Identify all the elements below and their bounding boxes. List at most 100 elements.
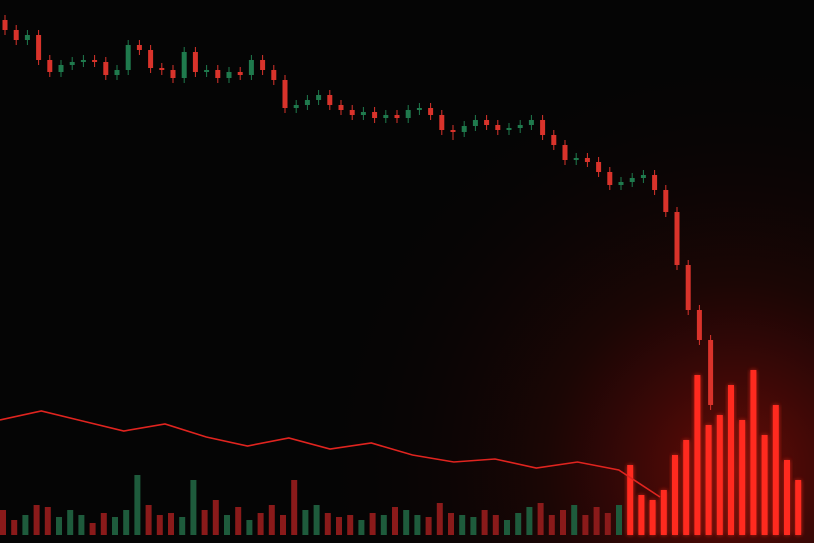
volume-bar [571,505,578,535]
candle-body [573,158,579,160]
candle-body [148,50,154,68]
volume-bar [336,517,342,535]
volume-bar [358,520,365,535]
volume-bar [470,517,477,535]
candle-body [607,172,613,185]
volume-bar [212,500,219,535]
candle-body [13,30,19,40]
candle-body [58,65,64,72]
candle-body [92,60,98,62]
candle-body [517,125,523,128]
volume-bar [694,375,701,535]
volume-bar [369,513,376,535]
volume-bar [22,515,29,535]
candle-body [226,72,232,78]
candle-body [237,72,243,75]
volume-bar [459,515,466,535]
candle-body [192,52,198,72]
volume-bar [190,480,197,535]
candle-body [125,45,131,70]
candle-body [293,105,299,108]
candle-body [439,115,445,130]
candle-body [674,212,680,265]
volume-bar [78,515,85,535]
volume-bar [436,503,443,535]
volume-bar [739,420,746,535]
candle-body [69,62,75,65]
candle-body [708,340,714,405]
volume-bar [750,370,757,535]
volume-bar [616,505,622,535]
volume-bar [280,515,286,535]
volume-bar [380,515,387,535]
volume-bar [593,507,600,535]
volume-bar [33,505,40,535]
candle-body [540,120,546,135]
candle-body [562,145,568,160]
volume-bar [515,513,522,535]
volume-bar [0,510,6,535]
candle-body [136,45,142,50]
volume-bar [89,523,96,535]
candle-body [405,110,411,118]
candle-body [103,62,109,75]
candle-body [596,162,602,172]
volume-bar [123,510,130,535]
candle-body [215,70,221,78]
candle-body [327,95,333,105]
candle-body [36,35,42,60]
candle-body [204,70,210,72]
volume-bar [56,517,62,535]
candle-body [663,190,669,212]
volume-bar [134,475,141,535]
candle-body [450,130,456,132]
volume-bar [313,505,320,535]
volume-bar [683,440,690,535]
volume-bar [302,510,309,535]
volume-bar [291,480,298,535]
volume-bar [548,515,555,535]
volume-bar [582,515,589,535]
volume-bar [705,425,712,535]
candle-body [248,60,254,75]
candle-body [472,120,478,126]
volume-bar [347,515,354,535]
candle-body [640,175,646,178]
candle-body [551,135,557,145]
volume-bar [504,520,510,535]
volume-bar [795,480,802,535]
volume-bar [392,507,398,535]
volume-bar [257,513,264,535]
candle-body [349,110,355,115]
candle-body [685,265,691,310]
volume-bar [638,495,645,535]
candle-body [506,128,512,130]
volume-bar [604,513,611,535]
candle-body [383,115,389,118]
volume-bar [324,513,331,535]
volume-bar [201,510,208,535]
candle-body [114,70,120,75]
volume-bar [268,505,275,535]
candle-body [528,120,534,125]
volume-bar [537,503,544,535]
volume-bar [179,517,186,535]
volume-bar [672,455,678,535]
candle-body [484,120,490,125]
candle-body [652,175,658,190]
volume-bar [246,520,253,535]
candle-body [24,35,30,40]
volume-bar [11,520,18,535]
volume-bar [627,465,634,535]
volume-layer [0,370,802,535]
candle-body [282,80,288,108]
volume-bar [224,515,230,535]
candle-body [159,68,165,70]
volume-bar [728,385,734,535]
volume-bar [761,435,768,535]
volume-bar [660,490,667,535]
candle-body [360,112,366,115]
candle-body [696,310,702,340]
